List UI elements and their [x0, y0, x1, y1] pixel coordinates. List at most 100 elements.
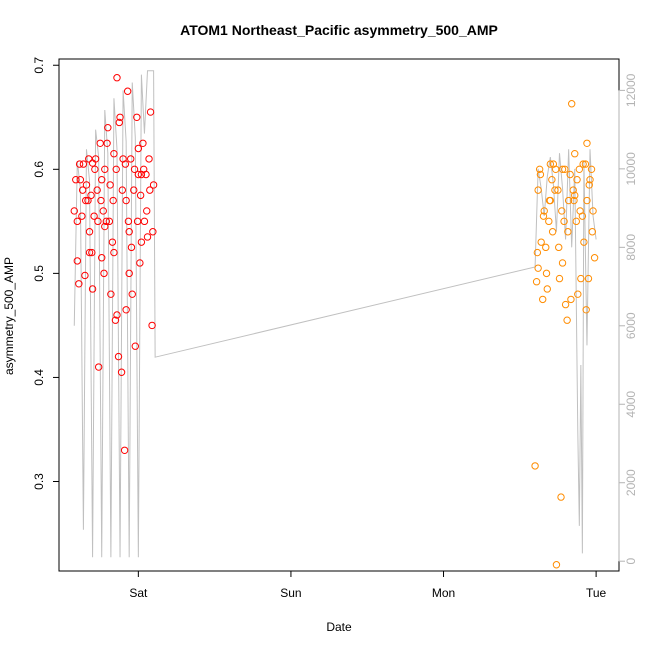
data-point-s0-59 [94, 217, 102, 226]
data-point-s1-21 [563, 316, 571, 324]
data-point-s0-26 [110, 150, 118, 158]
data-point-s0-88 [137, 238, 146, 246]
y2-tick-label: 0 [624, 558, 638, 565]
data-point-s0-70 [127, 243, 136, 252]
data-point-s1-32 [580, 238, 588, 246]
data-point-s0-58 [91, 165, 99, 174]
data-point-s1-27 [572, 217, 580, 226]
data-point-s1-54 [576, 207, 584, 215]
data-point-s1-25 [569, 186, 577, 194]
data-point-s0-2 [73, 257, 82, 265]
data-point-s0-42 [134, 144, 143, 153]
data-point-s1-24 [568, 100, 576, 108]
data-point-s0-28 [113, 74, 121, 82]
data-point-s0-86 [113, 311, 121, 319]
data-point-s0-66 [115, 118, 123, 127]
y2-tick-label: 4000 [624, 391, 638, 418]
data-point-s1-3 [535, 165, 544, 174]
data-point-s0-74 [139, 165, 148, 174]
y-axis-right: 0 2000 4000 6000 8000 10000 12000 [618, 73, 638, 565]
data-point-s0-39 [130, 186, 138, 194]
data-point-s0-49 [145, 155, 153, 163]
data-point-s1-48 [558, 207, 566, 215]
data-point-s0-43 [136, 259, 144, 267]
data-point-s1-2 [534, 264, 542, 272]
right-axis-line-layer [73, 70, 597, 558]
data-point-s1-30 [577, 274, 585, 283]
data-point-s1-63 [583, 139, 591, 147]
data-point-s1-45 [548, 228, 557, 236]
series-line [73, 70, 597, 558]
data-point-s1-35 [584, 274, 593, 283]
data-point-s0-87 [125, 269, 133, 278]
data-point-s0-79 [85, 228, 94, 236]
data-point-s0-61 [100, 269, 108, 278]
data-point-s0-31 [117, 368, 126, 376]
data-point-s0-60 [97, 196, 105, 205]
data-point-s0-11 [87, 191, 95, 200]
data-point-s0-71 [130, 165, 139, 174]
data-point-s0-51 [148, 321, 156, 330]
data-point-s0-19 [99, 207, 107, 215]
data-point-s1-41 [536, 170, 545, 179]
data-point-s1-50 [564, 228, 572, 236]
x-tick-label: Sat [129, 586, 148, 600]
data-point-s0-16 [94, 363, 103, 371]
data-point-s0-78 [73, 217, 82, 226]
data-point-s0-83 [134, 170, 143, 179]
data-point-s0-73 [136, 191, 145, 200]
data-point-s0-72 [133, 217, 142, 226]
data-point-s0-75 [143, 207, 151, 215]
data-point-s0-48 [143, 233, 152, 241]
data-point-s0-64 [109, 196, 117, 205]
data-point-s1-18 [558, 259, 567, 267]
y-axis-label: asymmetry_500_AMP [2, 257, 16, 375]
data-point-s0-77 [149, 228, 157, 236]
data-point-s1-38 [589, 207, 597, 215]
data-point-s0-55 [82, 196, 90, 205]
data-point-s1-42 [539, 212, 548, 220]
data-point-s1-52 [570, 196, 578, 205]
data-point-s1-11 [548, 176, 556, 184]
data-point-s1-0 [531, 462, 539, 470]
y2-tick-label: 2000 [624, 469, 638, 496]
y2-tick-label: 12000 [624, 73, 638, 107]
data-point-s0-4 [76, 176, 85, 184]
data-point-s0-76 [146, 186, 154, 194]
data-point-s0-30 [116, 113, 124, 121]
data-point-s0-25 [108, 238, 117, 246]
data-point-s0-65 [112, 165, 120, 174]
data-point-s0-3 [75, 280, 83, 288]
x-tick-label: Mon [432, 586, 455, 600]
data-point-s0-7 [81, 271, 89, 280]
data-point-s0-62 [103, 139, 111, 147]
y2-tick-label: 6000 [624, 312, 638, 339]
data-point-s1-61 [558, 165, 567, 174]
data-point-s1-56 [582, 306, 590, 314]
data-point-s0-37 [127, 155, 135, 163]
data-point-s1-47 [555, 243, 563, 252]
data-point-s0-84 [88, 285, 97, 293]
data-point-s1-33 [581, 160, 590, 168]
data-point-s1-51 [567, 295, 575, 304]
data-point-s1-9 [545, 217, 553, 226]
data-point-s1-62 [571, 191, 579, 200]
data-point-s0-6 [79, 160, 88, 168]
data-point-s0-69 [124, 217, 133, 226]
data-point-s1-8 [543, 285, 551, 293]
data-point-s1-4 [537, 238, 545, 246]
data-point-s0-22 [104, 123, 112, 132]
y-tick-label: 0.3 [32, 473, 46, 490]
x-tick-label: Tue [586, 586, 607, 600]
data-point-s1-40 [533, 248, 542, 257]
data-point-s1-36 [586, 176, 594, 184]
data-point-s0-20 [101, 165, 109, 174]
data-point-s0-85 [101, 222, 109, 231]
data-point-s1-14 [552, 561, 561, 569]
data-point-s0-54 [78, 186, 87, 194]
y-tick-label: 0.5 [32, 265, 46, 282]
data-point-s0-8 [82, 181, 91, 189]
data-point-s0-34 [122, 306, 130, 314]
